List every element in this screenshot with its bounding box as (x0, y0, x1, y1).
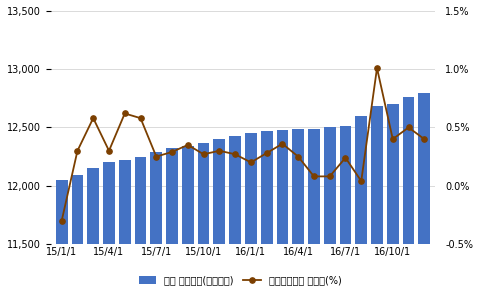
Bar (419, 93, 430, 293)
개인소비지웍 증가율(%) (185, 143, 191, 147)
개인소비지웍 증가율(%) (122, 112, 128, 115)
Bar (56, 180, 68, 293)
Bar (214, 139, 225, 293)
개인소비지웍 증가율(%) (169, 150, 175, 154)
개인소비지웍 증가율(%) (59, 219, 65, 222)
Bar (229, 136, 241, 293)
Bar (339, 126, 351, 293)
개인소비지웍 증가율(%) (264, 151, 270, 155)
Bar (371, 106, 383, 293)
Bar (72, 175, 84, 293)
Legend: 개인 소비지웍(십억달러), 개인소비지웍 증가율(%): 개인 소비지웍(십억달러), 개인소비지웍 증가율(%) (136, 272, 344, 288)
개인소비지웍 증가율(%) (359, 179, 364, 183)
Bar (292, 129, 304, 293)
개인소비지웍 증가율(%) (406, 126, 411, 129)
개인소비지웍 증가율(%) (279, 142, 285, 146)
개인소비지웍 증가율(%) (106, 149, 112, 153)
Bar (198, 143, 209, 293)
개인소비지웍 증가율(%) (295, 155, 301, 158)
개인소비지웍 증가율(%) (343, 156, 348, 159)
개인소비지웍 증가율(%) (90, 116, 96, 120)
개인소비지웍 증가율(%) (374, 66, 380, 70)
Bar (403, 97, 414, 293)
Bar (119, 160, 131, 293)
Bar (261, 131, 273, 293)
개인소비지웍 증가율(%) (216, 149, 222, 153)
Bar (324, 127, 336, 293)
개인소비지웍 증가율(%) (201, 152, 206, 156)
개인소비지웍 증가율(%) (154, 155, 159, 158)
Bar (276, 130, 288, 293)
Bar (150, 152, 162, 293)
Bar (308, 129, 320, 293)
Bar (87, 168, 99, 293)
Bar (103, 162, 115, 293)
Bar (355, 116, 367, 293)
개인소비지웍 증가율(%) (327, 175, 333, 178)
개인소비지웍 증가율(%) (232, 152, 238, 156)
Bar (387, 104, 399, 293)
개인소비지웍 증가율(%) (311, 175, 317, 178)
Bar (182, 146, 194, 293)
Line: 개인소비지웍 증가율(%): 개인소비지웍 증가율(%) (59, 65, 427, 223)
Bar (134, 156, 146, 293)
개인소비지웍 증가율(%) (248, 161, 254, 164)
개인소비지웍 증가율(%) (390, 137, 396, 141)
개인소비지웍 증가율(%) (138, 116, 144, 120)
Bar (245, 133, 257, 293)
개인소비지웍 증가율(%) (74, 149, 80, 153)
개인소비지웍 증가율(%) (421, 137, 427, 141)
Bar (166, 149, 178, 293)
